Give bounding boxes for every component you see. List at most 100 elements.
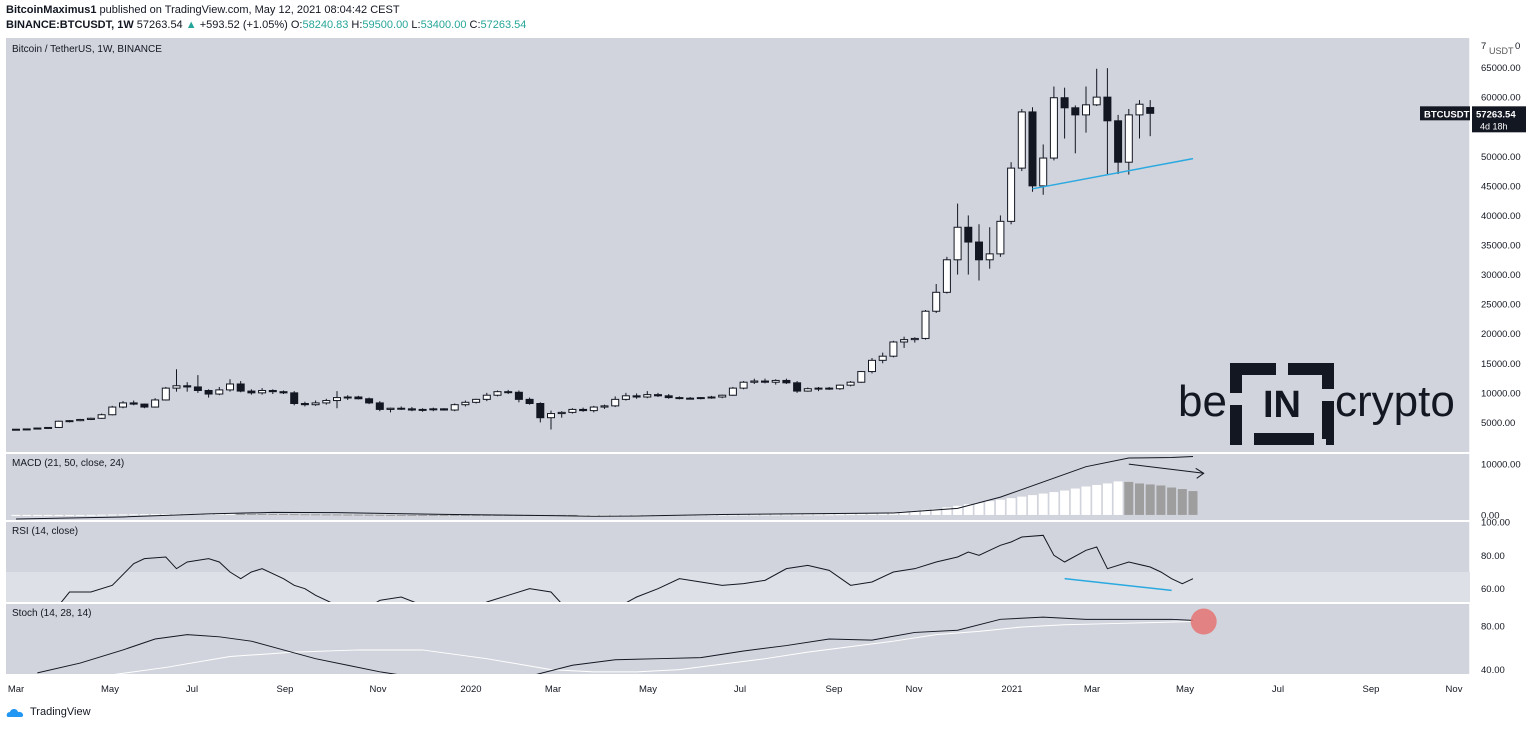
macd-line <box>15 456 1194 520</box>
candle-body <box>268 389 277 393</box>
candle-body <box>964 226 973 243</box>
macd-histogram-bar <box>407 514 417 516</box>
candle-body <box>247 390 256 394</box>
price-tick-label: 25000.00 <box>1481 300 1521 311</box>
candle-body <box>418 408 427 411</box>
macd-histogram-bar <box>931 508 941 515</box>
macd-histogram-bar <box>386 514 395 516</box>
macd-histogram-bar <box>600 514 609 516</box>
macd-histogram-bar <box>835 514 845 516</box>
macd-histogram-bar <box>1028 495 1037 515</box>
macd-histogram-bar <box>450 514 460 516</box>
macd-histogram-bar <box>1102 483 1112 515</box>
macd-histogram-bar <box>32 514 42 516</box>
macd-histogram-bar <box>22 514 32 516</box>
candle-body <box>600 405 609 408</box>
macd-histogram-bar <box>428 514 438 516</box>
macd-title: MACD (21, 50, close, 24) <box>12 458 124 469</box>
candle-body <box>86 417 95 420</box>
price-tag-countdown: 4d 18h <box>1480 121 1508 131</box>
macd-histogram-bar <box>257 513 267 515</box>
candle-body <box>910 337 919 341</box>
symbol-label: BINANCE:BTCUSDT, 1W <box>6 19 134 31</box>
candle-body <box>279 391 288 394</box>
panel-1 <box>6 454 1470 520</box>
macd-histogram-bar <box>1188 491 1198 515</box>
price-tick-label: 30000.00 <box>1481 270 1521 281</box>
candle-body <box>868 359 876 373</box>
last-price: 57263.54 <box>136 19 183 31</box>
macd-histogram-bar <box>43 514 53 516</box>
macd-histogram-bar <box>418 514 428 516</box>
author-name[interactable]: BitcoinMaximus1 <box>6 4 97 16</box>
macd-histogram-bar <box>1049 492 1059 515</box>
stoch-title: Stoch (14, 28, 14) <box>12 608 92 619</box>
candle-body <box>140 403 149 408</box>
macd-histogram-bar <box>717 514 727 516</box>
macd-tick-label: 0.00 <box>1481 510 1500 521</box>
macd-histogram-bar <box>118 514 128 516</box>
candle-body <box>814 387 823 390</box>
watermark-in: IN <box>1263 384 1301 426</box>
macd-histogram-bar <box>856 513 866 515</box>
candle-body <box>621 395 630 400</box>
time-tick-label: Jul <box>186 684 198 695</box>
panel-0 <box>6 38 1470 452</box>
candle-body <box>482 394 491 400</box>
price-tag-value: 57263.54 <box>1476 109 1516 120</box>
macd-histogram-bar <box>942 507 952 515</box>
price-tick-label: 7 <box>1481 41 1486 52</box>
candle-body <box>54 420 63 428</box>
candle-body <box>440 408 448 411</box>
watermark-logo: be IN crypto <box>1178 363 1455 445</box>
candle-body <box>686 397 695 400</box>
macd-histogram-bar <box>1070 488 1080 515</box>
candle-body <box>1071 107 1080 116</box>
macd-histogram-bar <box>899 511 909 515</box>
price-tag-bg <box>1472 106 1526 133</box>
close-value: 57263.54 <box>480 19 527 31</box>
candle-body <box>557 411 566 415</box>
macd-histogram-bar <box>610 514 620 516</box>
macd-histogram-bar <box>824 514 834 516</box>
macd-histogram-bar <box>867 513 877 515</box>
stoch-marker <box>1190 608 1217 635</box>
candle-body <box>461 401 470 406</box>
candle-body <box>333 397 341 402</box>
price-tick-label: 35000.00 <box>1481 241 1521 252</box>
candle-body <box>547 413 555 419</box>
macd-histogram-bar <box>225 513 235 515</box>
candle-body <box>761 380 769 383</box>
candle-body <box>675 397 684 400</box>
macd-histogram-bar <box>343 514 353 516</box>
candles: Bitcoin / TetherUS, 1W, BINANCE <box>12 44 1194 431</box>
candle-body <box>193 386 202 391</box>
candle-body <box>300 403 309 406</box>
candle-body <box>151 399 160 408</box>
candle-body <box>707 396 716 399</box>
macd-histogram-bar <box>1092 484 1102 515</box>
macd-histogram-bar <box>621 514 631 516</box>
macd-histogram-bar <box>139 514 149 516</box>
macd-histogram-bar <box>589 514 599 516</box>
candle-body <box>504 391 513 394</box>
candle-body <box>12 428 20 431</box>
macd-histogram-bar <box>1081 486 1091 515</box>
macd-histogram-bar <box>953 505 963 515</box>
candle-body <box>1082 104 1090 116</box>
macd-histogram-bar <box>279 514 288 516</box>
candle-body <box>215 389 224 395</box>
macd-histogram-bar <box>332 514 342 516</box>
candle-body <box>985 253 994 261</box>
candle-body <box>1092 96 1101 106</box>
high-label: H: <box>351 19 363 31</box>
time-tick-label: May <box>1176 684 1194 695</box>
tradingview-footer[interactable]: TradingView <box>6 706 91 718</box>
price-tick-label: 10000.00 <box>1481 388 1521 399</box>
time-tick-label: Mar <box>1084 684 1100 695</box>
chart-area[interactable]: Bitcoin / TetherUS, 1W, BINANCE MACD (21… <box>0 36 1536 700</box>
macd-histogram-bar <box>11 514 21 516</box>
candle-body <box>183 385 192 388</box>
macd-histogram-bar <box>321 514 331 516</box>
candle-body <box>857 371 866 383</box>
